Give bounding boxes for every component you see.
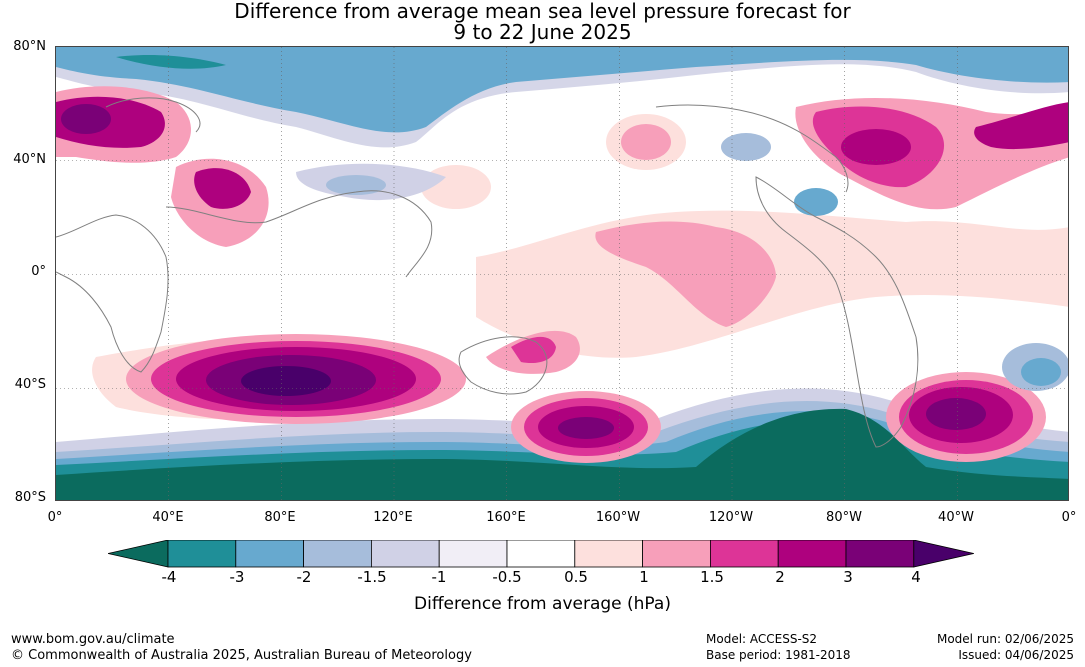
colorbar-tick-label: 1.5 [700, 568, 724, 586]
lon-label-0: 0° [47, 510, 63, 525]
north-pacific-features [296, 114, 838, 216]
lat-label-80n: 80°N [13, 39, 46, 54]
colorbar-segment [710, 540, 779, 568]
colorbar-tick-label: -0.5 [492, 568, 522, 586]
colorbar-tick-label: -2 [296, 568, 312, 586]
colorbar-segment [777, 540, 847, 568]
south-atlantic-high [886, 343, 1068, 462]
map-svg [56, 47, 1068, 500]
colorbar-tick-label: -1.5 [357, 568, 387, 586]
colorbar-segment [167, 540, 237, 568]
colorbar-tick-label: 2 [775, 568, 785, 586]
lon-label-40w: 40°W [938, 510, 974, 525]
lon-label-80w: 80°W [826, 510, 862, 525]
colorbar-tick-label: 0.5 [564, 568, 588, 586]
lat-label-80s: 80°S [14, 490, 46, 505]
europe-high [56, 86, 269, 247]
colorbar-segment [235, 540, 305, 568]
footer-copyright: © Commonwealth of Australia 2025, Austra… [11, 648, 472, 663]
colorbar-segment [642, 540, 711, 568]
lat-label-40n: 40°N [13, 152, 46, 167]
colorbar [108, 540, 974, 568]
tasman-high [486, 330, 661, 463]
footer-model-run: Model run: 02/06/2025 [936, 632, 1074, 646]
colorbar-tick-label: 4 [911, 568, 921, 586]
colorbar-segment [370, 540, 440, 568]
colorbar-segment [506, 540, 576, 568]
arctic-low-band [56, 47, 1068, 148]
footer-model: Model: ACCESS-S2 [706, 632, 818, 646]
indian-ocean-high [126, 334, 466, 424]
colorbar-tick-label: -1 [431, 568, 447, 586]
footer-issued: Issued: 04/06/2025 [958, 648, 1074, 662]
gridlines [56, 47, 1068, 500]
lat-label-40s: 40°S [14, 377, 46, 392]
colorbar-segment [303, 540, 372, 568]
colorbar-segment [574, 540, 643, 568]
map-title-line-2: 9 to 22 June 2025 [453, 20, 632, 44]
north-atlantic-high [795, 97, 1068, 210]
colorbar-tick-label: -4 [161, 568, 177, 586]
colorbar-segment [438, 540, 508, 568]
colorbar-tick-label: 3 [843, 568, 853, 586]
lon-label-160w: 160°W [595, 510, 641, 525]
map-title-line-1: Difference from average mean sea level p… [234, 0, 851, 23]
lat-label-0: 0° [31, 264, 46, 279]
lon-label-120w: 120°W [708, 510, 754, 525]
lon-label-80e: 80°E [264, 510, 296, 525]
colorbar-tick-label: -3 [229, 568, 245, 586]
lon-label-40e: 40°E [152, 510, 184, 525]
coastlines [56, 97, 919, 448]
colorbar-segments [108, 540, 974, 568]
colorbar-title: Difference from average (hPa) [414, 594, 671, 614]
lon-label-120e: 120°E [373, 510, 413, 525]
footer-base-period: Base period: 1981-2018 [706, 648, 851, 662]
colorbar-segment [845, 540, 915, 568]
colorbar-extend-high [913, 540, 974, 568]
lon-label-160e: 160°E [486, 510, 526, 525]
colorbar-extend-low [108, 540, 169, 568]
colorbar-tick-label: 1 [639, 568, 649, 586]
pressure-anomaly-map [55, 46, 1069, 501]
footer-website: www.bom.gov.au/climate [11, 632, 175, 647]
lon-label-0-right: 0° [1061, 510, 1077, 525]
